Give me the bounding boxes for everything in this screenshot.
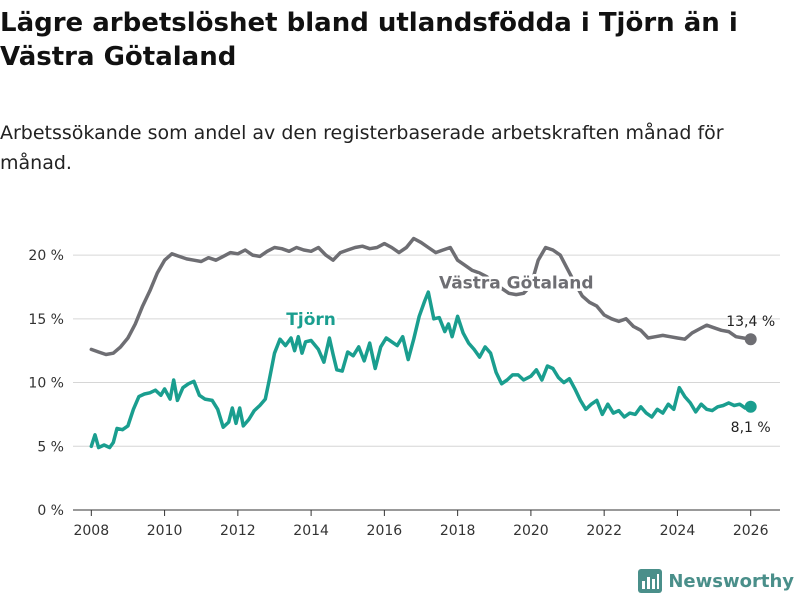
x-tick-label: 2018 [440, 523, 476, 539]
x-tick-label: 2012 [220, 523, 256, 539]
chart-subtitle: Arbetssökande som andel av den registerb… [0, 122, 724, 174]
series-label-halo: Tjörn [286, 310, 336, 330]
brand-name: Newsworthy [668, 570, 794, 592]
series-line [89, 290, 753, 450]
series-end-label: 13,4 % [726, 314, 775, 330]
x-tick-label: 2016 [367, 523, 403, 539]
series-end-marker [744, 333, 757, 346]
series-label: Tjörn [286, 310, 336, 330]
y-tick-label: 5 % [37, 439, 64, 455]
bar-chart-icon [638, 569, 663, 593]
x-tick-label: 2014 [293, 523, 329, 539]
x-tick-label: 2022 [586, 523, 622, 539]
y-tick-label: 20 % [28, 248, 64, 264]
series-label-halo: Västra Götaland [439, 273, 594, 293]
newsworthy-logo: Newsworthy [638, 569, 794, 593]
series-line [89, 236, 753, 357]
x-tick-label: 2008 [73, 523, 109, 539]
series-end-marker [744, 400, 757, 413]
y-tick-label: 10 % [28, 376, 64, 392]
x-tick-label: 2010 [147, 523, 183, 539]
x-tick-label: 2024 [660, 523, 696, 539]
series-label: Västra Götaland [439, 273, 594, 293]
x-tick-label: 2026 [733, 523, 769, 539]
x-tick-label: 2020 [513, 523, 549, 539]
y-tick-label: 0 % [37, 503, 64, 519]
y-tick-label: 15 % [28, 312, 64, 328]
chart-title: Lägre arbetslöshet bland utlandsfödda i … [0, 8, 738, 72]
series-end-label: 8,1 % [731, 420, 771, 436]
